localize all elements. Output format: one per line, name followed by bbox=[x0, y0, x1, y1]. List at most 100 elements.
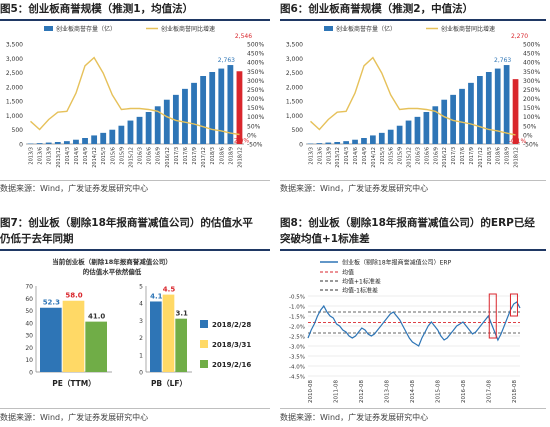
y-left-tick-label: 3,500 bbox=[6, 42, 23, 49]
legend-swatch bbox=[200, 320, 208, 328]
bar bbox=[450, 94, 456, 144]
y-right-tick-label: 450% bbox=[523, 51, 540, 58]
y-right-tick-label: 400% bbox=[523, 60, 540, 67]
y-tick-label: -2.0% bbox=[289, 325, 305, 331]
highlight-box bbox=[509, 293, 518, 317]
legend-label: 创业板商誉存量（亿） bbox=[56, 25, 116, 33]
y-tick-label: 60 bbox=[25, 296, 33, 303]
x-tick-label: 2015/3 bbox=[380, 147, 386, 165]
x-tick-label: 2018-08 bbox=[512, 380, 518, 403]
goodwill-median-chart: 0 500 1,000 1,500 2,000 2,500 3,000 3,500 -50% 0%… bbox=[286, 25, 541, 168]
bar bbox=[387, 129, 394, 144]
bar bbox=[441, 99, 448, 144]
x-tick-label: 2016/12 bbox=[442, 147, 448, 168]
y-tick-label: 10 bbox=[25, 357, 33, 364]
bar bbox=[414, 116, 421, 144]
bar bbox=[468, 82, 474, 144]
x-tick-label: 2018/6 bbox=[496, 147, 502, 165]
data-label: 2,270 bbox=[511, 33, 528, 40]
y-right-tick-label: 400% bbox=[247, 60, 264, 67]
bar bbox=[352, 139, 358, 144]
bar bbox=[325, 142, 332, 144]
y-right-tick-label: 150% bbox=[247, 105, 264, 112]
bar bbox=[182, 88, 188, 144]
x-tick-label: 2018/12 bbox=[514, 147, 520, 168]
erp-series-line bbox=[307, 301, 521, 347]
y-right-tick-label: 450% bbox=[247, 51, 264, 58]
bar bbox=[109, 129, 116, 144]
x-tick-label: 2014/6 bbox=[353, 147, 359, 165]
data-label: 52.3 bbox=[43, 299, 60, 307]
x-tick-label: 2013/12 bbox=[56, 147, 62, 168]
data-label: 41.0 bbox=[88, 313, 105, 321]
bar bbox=[512, 79, 519, 144]
bar bbox=[503, 65, 510, 144]
bar bbox=[236, 71, 243, 144]
y-right-tick-label: 50% bbox=[523, 123, 537, 130]
legend-swatch-bar bbox=[44, 26, 53, 31]
y-left-tick-label: 3,500 bbox=[286, 42, 303, 49]
y-tick-label: -4.5% bbox=[289, 375, 305, 381]
y-left-tick-label: 2,500 bbox=[6, 70, 23, 77]
y-left-tick-label: 1,000 bbox=[286, 113, 303, 120]
x-tick-label: 2017-08 bbox=[487, 380, 493, 403]
y-left-tick-label: 500 bbox=[12, 127, 24, 134]
data-label: 2.0% bbox=[234, 138, 250, 145]
bar bbox=[163, 99, 170, 144]
x-tick-label: 2015/12 bbox=[407, 147, 413, 168]
y-right-tick-label: -50% bbox=[523, 142, 539, 149]
panel-title-line2: 仍低于去年同期 bbox=[0, 233, 74, 245]
y-left-tick-label: 2,000 bbox=[6, 84, 23, 91]
bar bbox=[405, 120, 412, 144]
bar bbox=[334, 142, 341, 144]
legend-label: 2018/3/31 bbox=[212, 341, 251, 349]
x-tick-label: 2018/9 bbox=[228, 147, 234, 165]
x-tick-label: 2011-08 bbox=[334, 380, 340, 403]
panel-title-line1: 图7：创业板（剔除18年报商誉减值公司）的估值水平 bbox=[0, 217, 253, 229]
y-right-tick-label: 200% bbox=[247, 96, 264, 103]
x-tick-label: 2016/9 bbox=[156, 147, 162, 165]
bar bbox=[432, 106, 439, 144]
y-tick-label: 20 bbox=[25, 345, 33, 352]
x-tick-label: 2018/3 bbox=[210, 147, 216, 165]
y-left-tick-label: 2,000 bbox=[286, 84, 303, 91]
data-label: 4.1 bbox=[150, 292, 163, 300]
legend-label: 创业板商誉同比增速 bbox=[161, 25, 215, 33]
y-right-tick-label: 0% bbox=[523, 132, 533, 139]
source-note: 数据来源：Wind，广发证券发展研究中心 bbox=[0, 184, 149, 193]
x-tick-label: 2017/9 bbox=[469, 147, 475, 165]
x-tick-label: 2014/3 bbox=[344, 147, 350, 165]
x-tick-label: 2014/9 bbox=[362, 147, 368, 165]
panel-goodwill-median: 图6：创业板商誉规模（推测2，中值法） 0 500 1,000 1,500 2,000 2… bbox=[280, 0, 550, 196]
x-tick-label: 2014/12 bbox=[371, 147, 377, 168]
y-tick-label: -3.5% bbox=[289, 355, 305, 361]
y-tick-label: 50 bbox=[25, 308, 33, 315]
x-tick-label: 2018/3 bbox=[487, 147, 493, 165]
source-rule bbox=[280, 180, 546, 181]
x-tick-label: 2016/12 bbox=[165, 147, 171, 168]
panel-erp: 图8：创业板（剔除18年报商誉减值公司）的ERP已经 突破均值+1标准差 创业板… bbox=[280, 214, 550, 427]
y-tick-label: -4.0% bbox=[289, 365, 305, 371]
y-tick-label: 3 bbox=[139, 318, 143, 325]
bar bbox=[423, 112, 430, 144]
x-tick-label: 2017/3 bbox=[174, 147, 180, 165]
legend-label: 创业板（剔除18年报商誉减值公司）ERP bbox=[342, 259, 452, 267]
bar bbox=[361, 138, 367, 144]
x-tick-label: 2015/6 bbox=[389, 147, 395, 165]
source-note: 数据来源：Wind，广发证券发展研究中心 bbox=[280, 413, 429, 422]
bar bbox=[63, 141, 70, 144]
panel-title: 图5：创业板商誉规模（推测1，均值法） bbox=[0, 3, 194, 15]
y-tick-label: 5 bbox=[139, 284, 143, 291]
y-tick-label: -2.5% bbox=[289, 335, 305, 341]
data-label: -0.1% bbox=[509, 138, 527, 145]
panel-valuation: 图7：创业板（剔除18年报商誉减值公司）的估值水平 仍低于去年同期 当前创业板（… bbox=[0, 214, 274, 427]
source-rule bbox=[280, 408, 546, 409]
x-tick-label: 2013/6 bbox=[317, 147, 323, 165]
x-tick-label: 2016-08 bbox=[461, 380, 467, 403]
y-tick-label: -1.0% bbox=[289, 305, 305, 311]
y-tick-label: -1.5% bbox=[289, 315, 305, 321]
source-note: 数据来源：Wind，广发证券发展研究中心 bbox=[280, 184, 429, 193]
panel-goodwill-mean: 图5：创业板商誉规模（推测1，均值法） 0 500 1,000 1,500 2,000 2… bbox=[0, 0, 274, 196]
legend-label: 创业板商誉同比增速 bbox=[441, 25, 495, 33]
